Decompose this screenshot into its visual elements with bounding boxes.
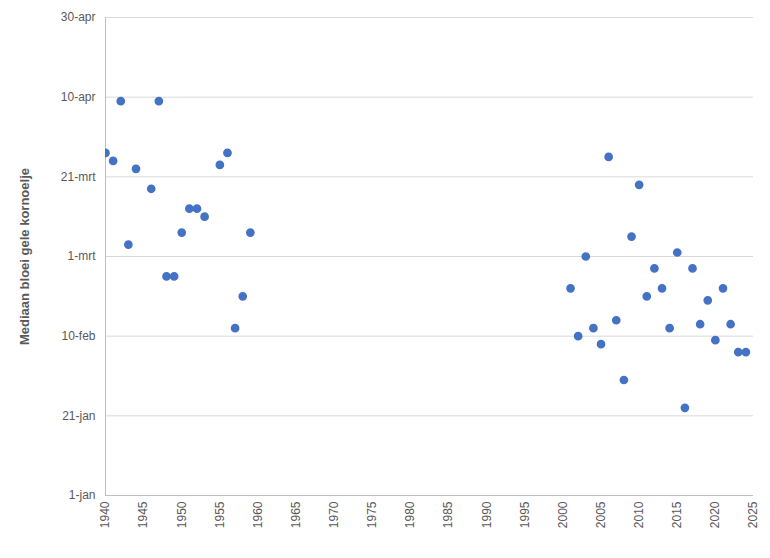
svg-text:2000: 2000 xyxy=(556,501,570,528)
svg-text:2005: 2005 xyxy=(594,501,608,528)
svg-text:1960: 1960 xyxy=(251,501,265,528)
svg-text:1980: 1980 xyxy=(403,501,417,528)
svg-text:1970: 1970 xyxy=(327,501,341,528)
svg-text:1940: 1940 xyxy=(98,501,112,528)
svg-text:21-jan: 21-jan xyxy=(62,409,95,423)
svg-text:1990: 1990 xyxy=(480,501,494,528)
svg-text:21-mrt: 21-mrt xyxy=(61,170,96,184)
svg-text:2020: 2020 xyxy=(708,501,722,528)
svg-text:2015: 2015 xyxy=(670,501,684,528)
svg-text:1955: 1955 xyxy=(213,501,227,528)
svg-text:1975: 1975 xyxy=(365,501,379,528)
svg-text:1-mrt: 1-mrt xyxy=(68,249,97,263)
svg-text:1-jan: 1-jan xyxy=(69,488,96,502)
svg-text:1985: 1985 xyxy=(441,501,455,528)
svg-text:10-apr: 10-apr xyxy=(61,90,96,104)
svg-text:10-feb: 10-feb xyxy=(61,329,95,343)
svg-text:1950: 1950 xyxy=(175,501,189,528)
svg-text:1995: 1995 xyxy=(518,501,532,528)
svg-text:1945: 1945 xyxy=(136,501,150,528)
svg-text:Mediaan bloei gele kornoelje: Mediaan bloei gele kornoelje xyxy=(17,168,32,345)
svg-text:2025: 2025 xyxy=(746,501,760,528)
svg-text:2010: 2010 xyxy=(632,501,646,528)
svg-text:30-apr: 30-apr xyxy=(61,10,96,24)
svg-text:1965: 1965 xyxy=(289,501,303,528)
